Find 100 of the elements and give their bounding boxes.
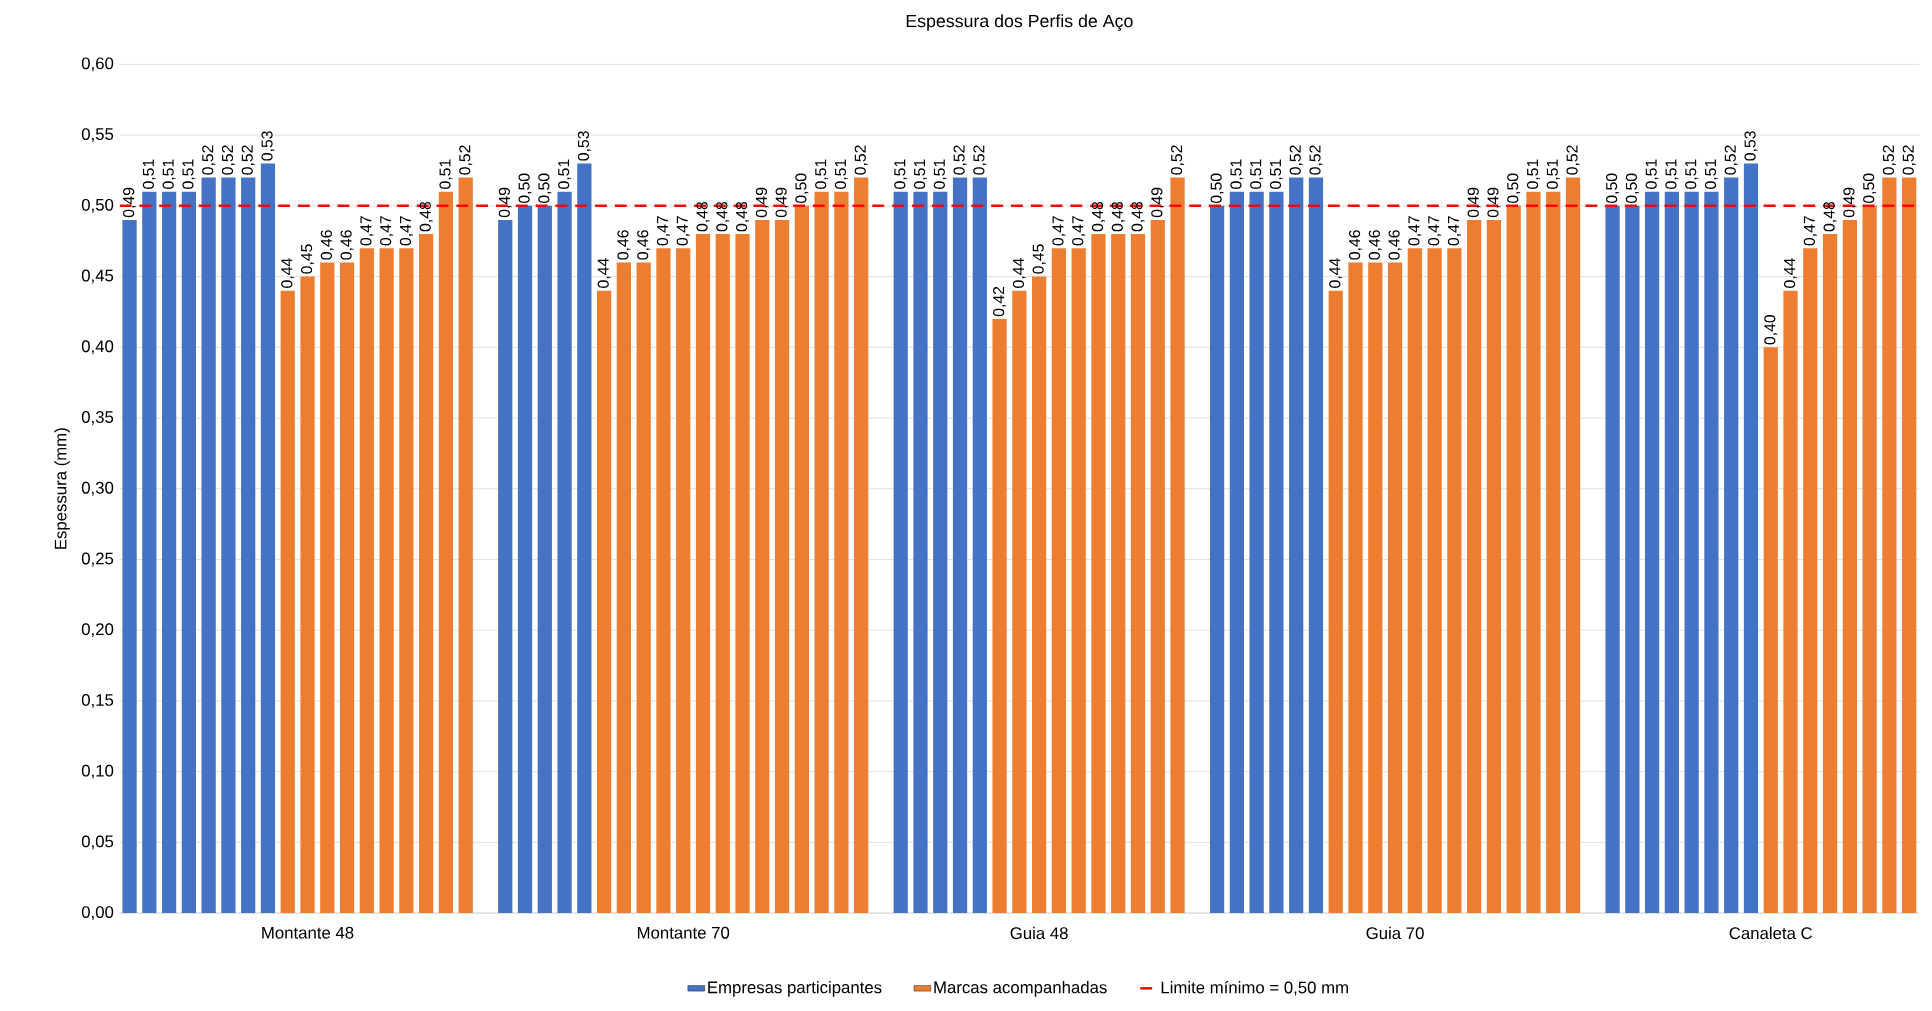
bar — [1308, 177, 1324, 914]
chart-title: Espessura dos Perfis de Aço — [906, 14, 1133, 31]
data-label: 0,49 — [1151, 187, 1165, 218]
data-label: 0,52 — [1724, 145, 1738, 175]
bar — [1902, 177, 1917, 914]
data-label: 0,52 — [221, 145, 235, 175]
bar — [616, 262, 631, 914]
data-label: 0,53 — [577, 131, 591, 161]
data-label: 0,40 — [1764, 314, 1778, 345]
bar — [992, 318, 1007, 914]
data-label: 0,52 — [953, 145, 967, 175]
data-label: 0,52 — [1566, 145, 1580, 175]
bar — [834, 191, 849, 914]
data-label: 0,49 — [1843, 187, 1857, 218]
bar — [1348, 262, 1363, 914]
data-label: 0,46 — [320, 230, 334, 260]
data-label: 0,46 — [340, 230, 354, 260]
data-label: 0,48 — [1091, 201, 1105, 232]
data-label: 0,51 — [1665, 159, 1679, 189]
bar — [260, 163, 276, 914]
bar — [913, 191, 928, 914]
data-label: 0,53 — [261, 131, 275, 161]
data-label: 0,49 — [123, 187, 137, 218]
bar — [1051, 248, 1067, 914]
bar — [1822, 234, 1838, 914]
bar — [1407, 248, 1422, 914]
bar — [1882, 177, 1897, 914]
bar — [1862, 205, 1877, 914]
y-tick-label: 0,10 — [81, 764, 114, 779]
data-label: 0,44 — [597, 258, 611, 288]
bar — [774, 219, 790, 914]
bar — [221, 177, 236, 914]
data-label: 0,48 — [1111, 201, 1125, 232]
x-tick-label: Montante 48 — [262, 926, 354, 939]
data-label: 0,44 — [281, 258, 295, 288]
bar — [1684, 191, 1699, 914]
data-label: 0,46 — [1388, 230, 1402, 260]
data-label: 0,51 — [815, 159, 829, 189]
data-label: 0,48 — [716, 201, 730, 232]
data-label: 0,48 — [1131, 201, 1145, 232]
y-tick-label: 0,60 — [81, 57, 114, 72]
data-label: 0,47 — [1428, 216, 1442, 246]
data-label: 0,52 — [1882, 145, 1896, 175]
data-label: 0,50 — [795, 173, 809, 203]
legend-label: Marcas acompanhadas — [934, 980, 1107, 997]
y-tick-label: 0,35 — [81, 411, 114, 425]
data-label: 0,47 — [360, 216, 374, 246]
data-label: 0,51 — [1250, 159, 1264, 189]
bar — [399, 248, 414, 914]
bar — [1071, 248, 1086, 914]
bar — [1625, 205, 1640, 914]
bar — [300, 276, 315, 914]
y-axis-title: Espessura (mm) — [54, 428, 70, 549]
bar — [280, 290, 295, 914]
bar — [537, 205, 552, 914]
data-label: 0,49 — [1467, 187, 1481, 218]
bar — [735, 234, 750, 914]
data-label: 0,46 — [637, 230, 651, 260]
data-label: 0,53 — [1744, 131, 1758, 161]
bar — [1289, 177, 1304, 914]
bar — [1486, 219, 1502, 914]
y-tick-label: 0,20 — [81, 623, 114, 638]
bar — [359, 248, 374, 914]
bar — [1328, 290, 1343, 914]
data-label: 0,46 — [617, 230, 631, 260]
data-label: 0,51 — [1704, 159, 1718, 189]
bar — [1803, 248, 1818, 914]
bar — [676, 248, 691, 914]
bar — [695, 234, 711, 914]
data-label: 0,50 — [538, 173, 552, 203]
bar — [1644, 191, 1660, 914]
bar — [161, 191, 177, 914]
bar — [1170, 177, 1185, 914]
data-label: 0,47 — [1072, 216, 1086, 246]
bar — [1269, 191, 1284, 914]
data-label: 0,51 — [913, 159, 927, 189]
data-label: 0,51 — [1645, 159, 1659, 189]
data-label: 0,52 — [202, 145, 216, 175]
data-label: 0,47 — [676, 216, 690, 246]
data-label: 0,50 — [1210, 173, 1224, 203]
bar — [1249, 191, 1264, 914]
bar — [438, 191, 454, 914]
data-label: 0,42 — [993, 286, 1007, 317]
y-tick-label: 0,00 — [81, 906, 114, 920]
y-tick-label: 0,40 — [81, 340, 114, 355]
bar — [1704, 191, 1719, 914]
data-label: 0,50 — [1863, 173, 1877, 203]
legend-label: Empresas participantes — [708, 980, 882, 997]
bar — [577, 163, 592, 914]
bar — [1546, 191, 1561, 914]
bar — [1467, 219, 1482, 914]
data-label: 0,49 — [498, 187, 512, 218]
data-label: 0,49 — [755, 187, 769, 218]
data-label: 0,48 — [1823, 201, 1837, 232]
bar — [952, 177, 968, 914]
data-label: 0,51 — [894, 159, 908, 189]
y-tick-label: 0,45 — [81, 269, 114, 284]
data-label: 0,48 — [736, 201, 750, 232]
bar — [1565, 177, 1581, 914]
y-tick-label: 0,50 — [81, 198, 114, 213]
